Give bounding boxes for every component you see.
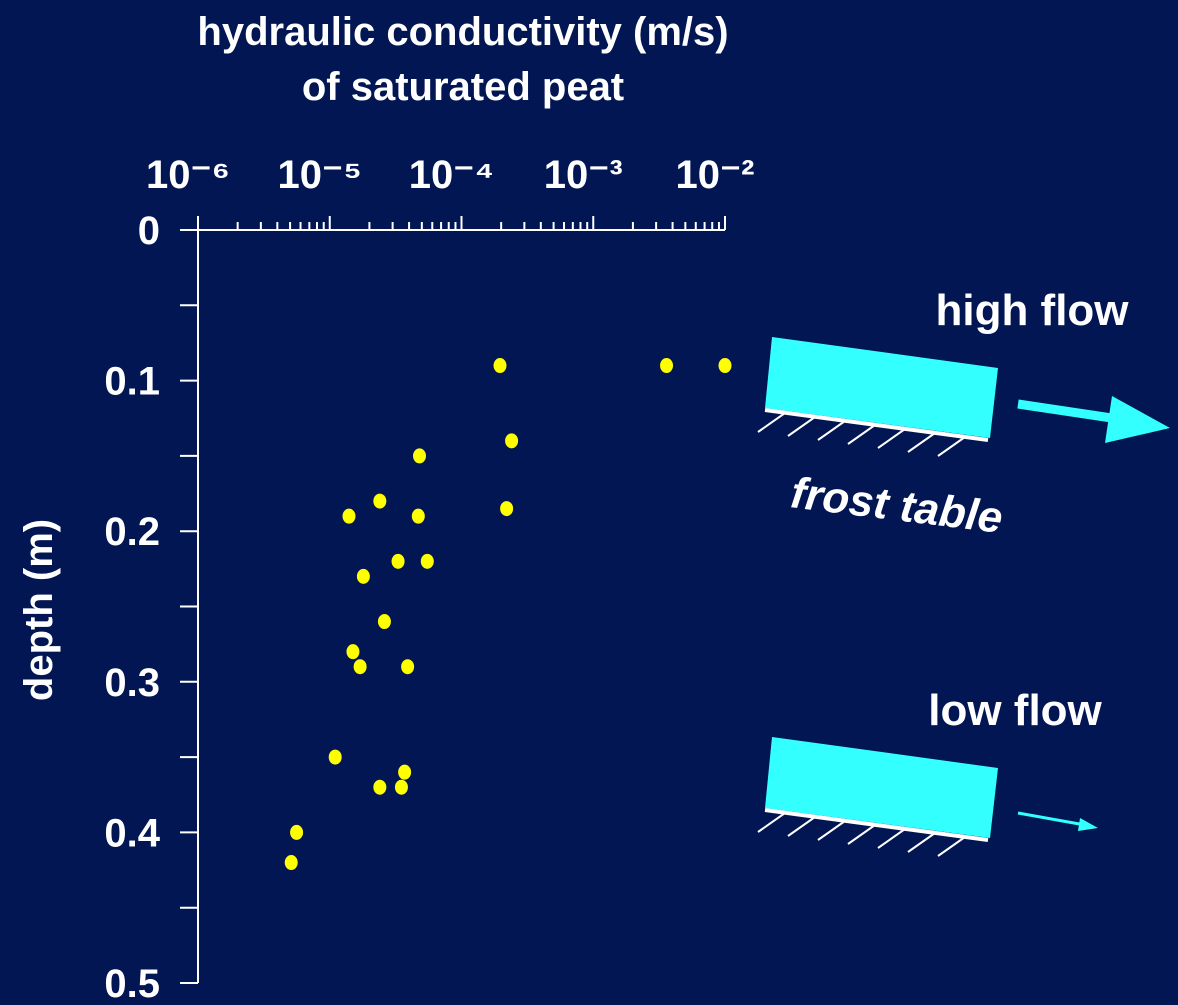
y-tick-label: 0.1: [104, 360, 160, 404]
point: [413, 448, 426, 463]
point: [373, 780, 386, 795]
x-tick-label: 10⁻⁵: [278, 153, 362, 197]
y-axis-label: depth (m): [17, 519, 61, 701]
y-tick-label: 0.4: [104, 811, 160, 855]
point: [290, 825, 303, 840]
point: [285, 855, 298, 870]
annotation: high flow: [935, 286, 1129, 335]
point: [421, 554, 434, 569]
chart: hydraulic conductivity (m/s) of saturate…: [0, 0, 1178, 1005]
chart-subtitle: of saturated peat: [302, 65, 624, 109]
point: [392, 554, 405, 569]
x-tick-label: 10⁻⁴: [409, 153, 494, 197]
point: [354, 659, 367, 674]
x-tick-label: 10⁻³: [544, 153, 623, 197]
point: [401, 659, 414, 674]
point: [329, 750, 342, 765]
y-tick-label: 0: [138, 209, 160, 253]
point: [412, 509, 425, 524]
point: [395, 780, 408, 795]
point: [505, 433, 518, 448]
annotation: low flow: [928, 686, 1102, 735]
point: [357, 569, 370, 584]
y-tick-label: 0.2: [104, 510, 160, 554]
point: [378, 614, 391, 629]
annotation: frost table: [788, 468, 1005, 543]
y-tick-label: 0.3: [104, 661, 160, 705]
point: [719, 358, 732, 373]
x-tick-label: 10⁻⁶: [146, 153, 230, 197]
point: [346, 644, 359, 659]
point: [398, 765, 411, 780]
y-tick-label: 0.5: [104, 962, 160, 1005]
point: [494, 358, 507, 373]
point: [343, 509, 356, 524]
point: [373, 494, 386, 509]
low-flow-diagram: [758, 737, 1098, 856]
high-flow-diagram: [758, 337, 1170, 456]
point: [660, 358, 673, 373]
point: [500, 501, 513, 516]
chart-title: hydraulic conductivity (m/s): [197, 10, 728, 54]
x-tick-label: 10⁻²: [676, 153, 755, 197]
